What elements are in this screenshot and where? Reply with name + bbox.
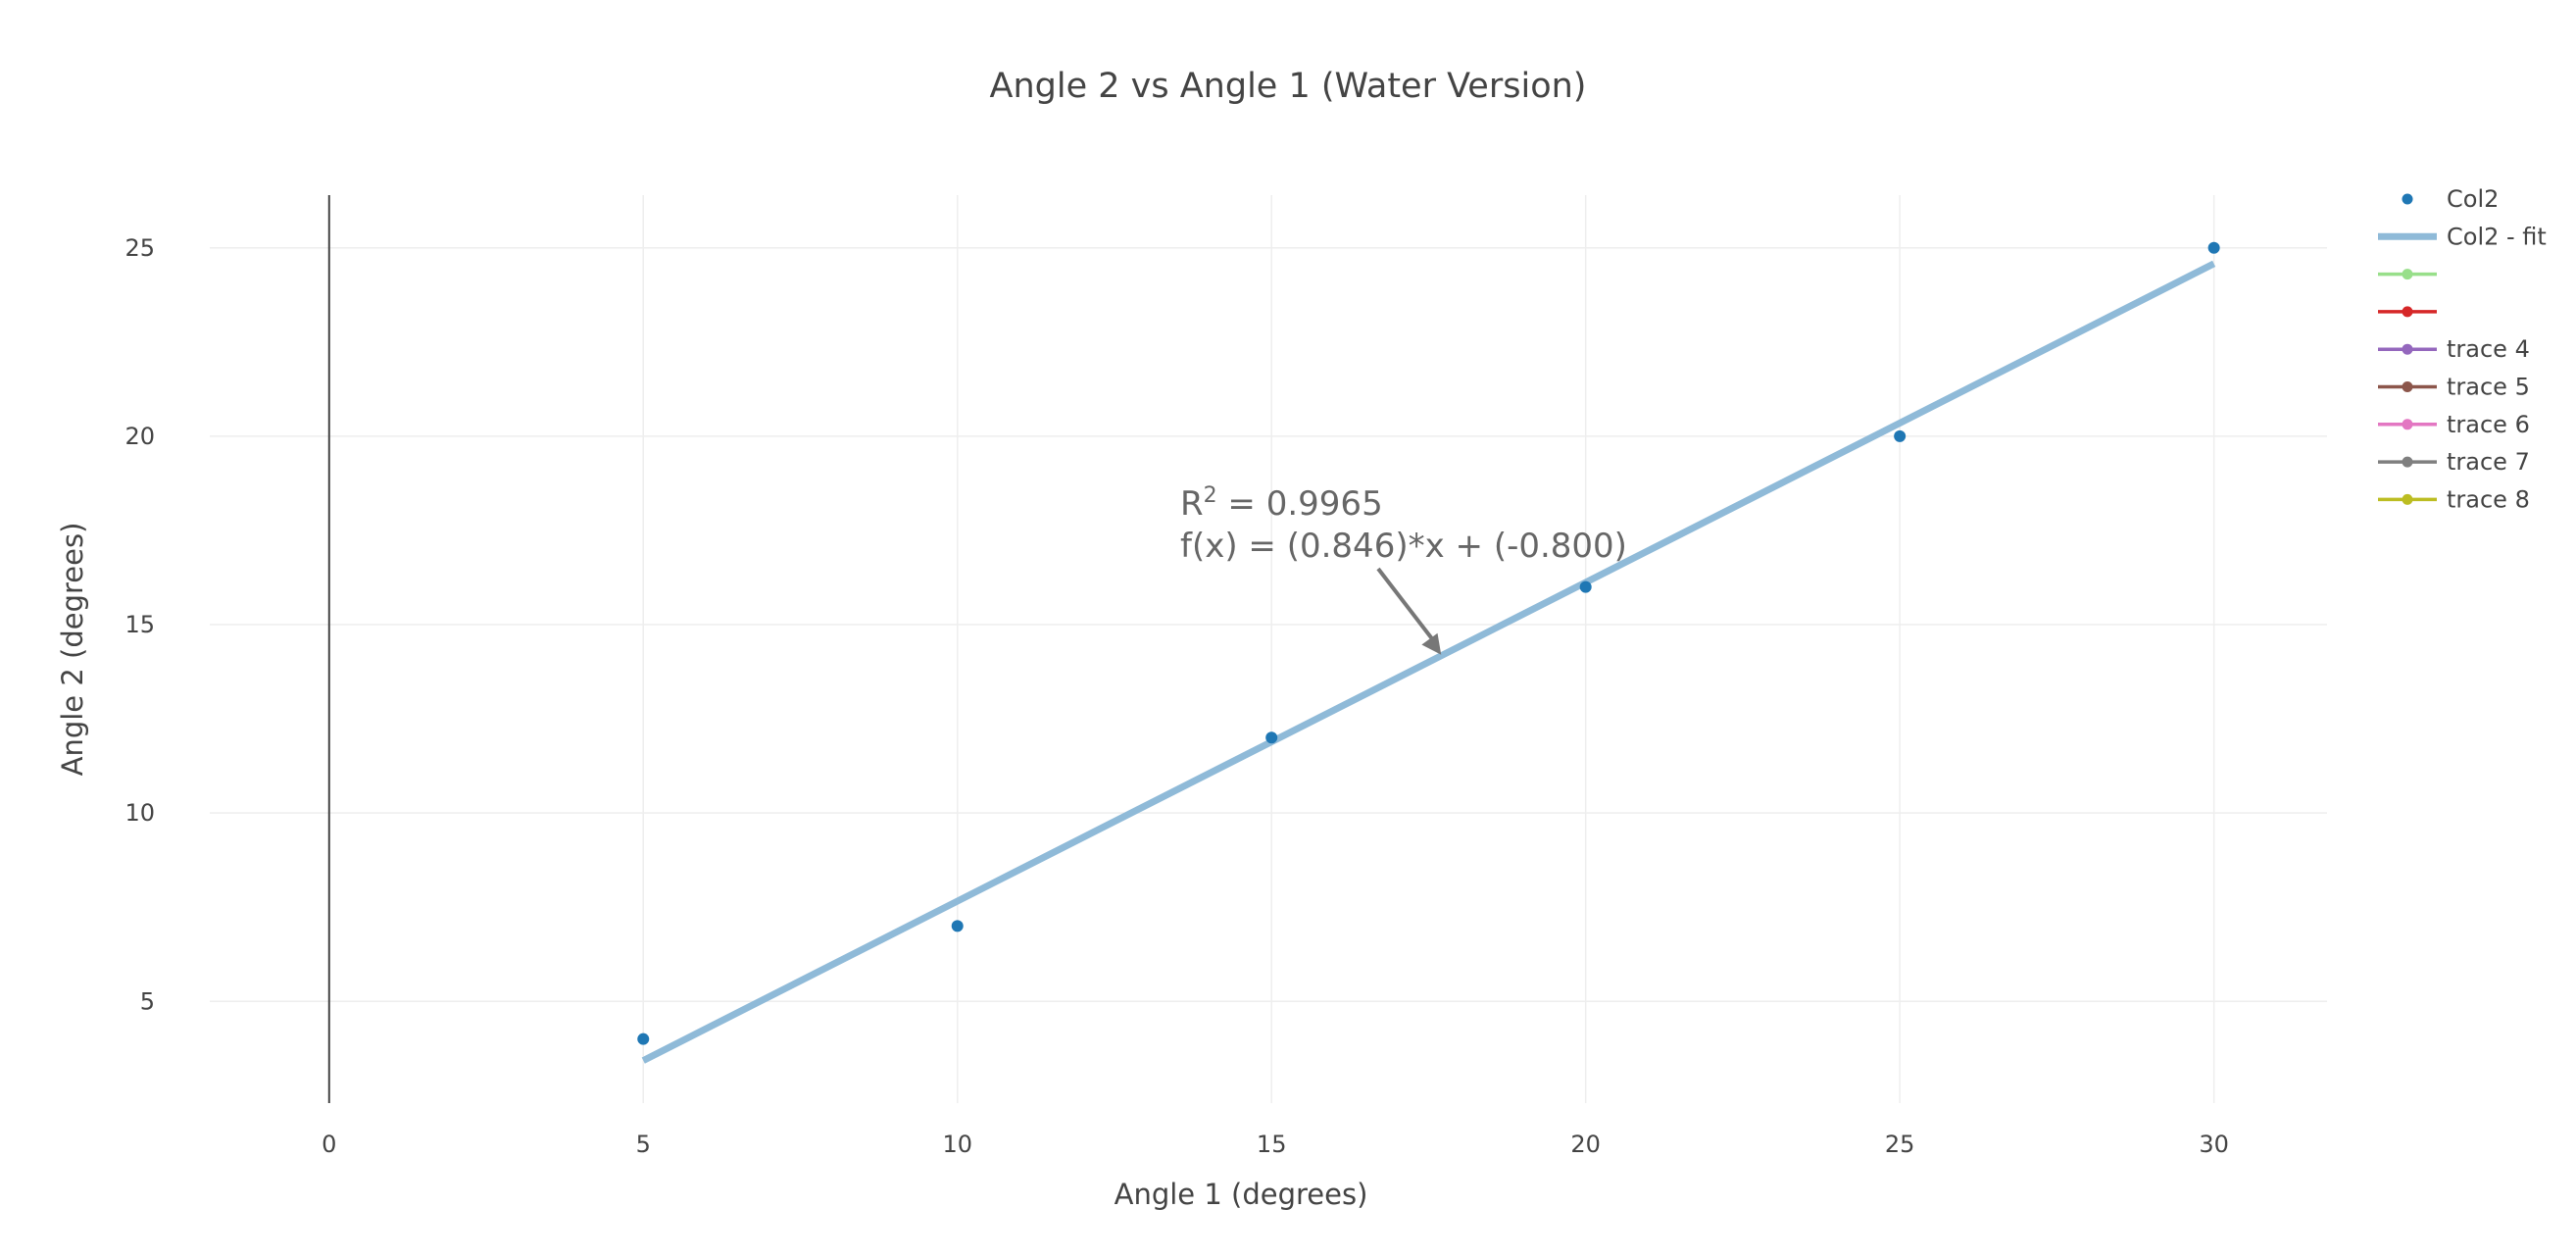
legend-label: trace 7 [2447,448,2530,476]
axes: 0 5 10 15 20 25 30 5 10 15 20 25 [124,195,2229,1158]
y-tick-label: 25 [124,234,155,262]
annotation-equation: f(x) = (0.846)*x + (-0.800) [1180,527,1627,566]
data-point [2207,241,2220,254]
legend-swatch-marker [2402,493,2413,505]
data-point [1894,429,1907,442]
legend-swatch-marker [2402,343,2413,355]
chart-title: Angle 2 vs Angle 1 (Water Version) [990,67,1587,106]
y-tick-label: 10 [124,799,155,827]
y-axis-title: Angle 2 (degrees) [56,523,89,777]
annotation: R2 = 0.9965 f(x) = (0.846)*x + (-0.800) [1180,483,1627,655]
data-points [637,241,2220,1045]
x-tick-label: 10 [942,1131,972,1158]
data-point [951,920,964,932]
legend-swatch-marker [2402,381,2413,392]
legend-swatch-marker [2402,269,2413,280]
annotation-arrow-line [1376,567,1437,644]
x-tick-label: 30 [2199,1131,2229,1158]
x-tick-label: 5 [636,1131,651,1158]
x-tick-label: 15 [1257,1131,1287,1158]
y-tick-label: 5 [140,987,155,1015]
x-tick-label: 0 [322,1131,336,1158]
data-point [1579,580,1592,593]
x-tick-label: 20 [1570,1131,1601,1158]
grid [210,195,2327,1103]
fit-line-segment [641,260,2216,1064]
y-tick-label: 20 [124,423,155,450]
legend-swatch-marker [2402,456,2413,468]
y-tick-label: 15 [124,611,155,638]
fit-line [641,260,2216,1064]
legend-label: trace 6 [2447,411,2530,438]
legend-label: trace 8 [2447,485,2530,513]
legend-label: Col2 [2447,185,2499,213]
legend-label: trace 4 [2447,335,2530,363]
legend-label: Col2 - fit [2447,223,2547,250]
annotation-r2: R2 = 0.9965 [1180,483,1383,524]
legend-swatch-marker [2402,419,2413,430]
legend-swatch-marker [2402,306,2413,318]
data-point [637,1032,650,1045]
legend-label: trace 5 [2447,374,2530,401]
x-axis-title: Angle 1 (degrees) [1115,1178,1368,1211]
legend: Col2 Col2 - fit trace 4 trace 5 trace 6 trace… [2378,185,2547,513]
annotation-arrow-head [1421,632,1442,655]
legend-swatch [2402,193,2413,205]
data-point [1265,731,1278,744]
x-tick-label: 25 [1885,1131,1915,1158]
